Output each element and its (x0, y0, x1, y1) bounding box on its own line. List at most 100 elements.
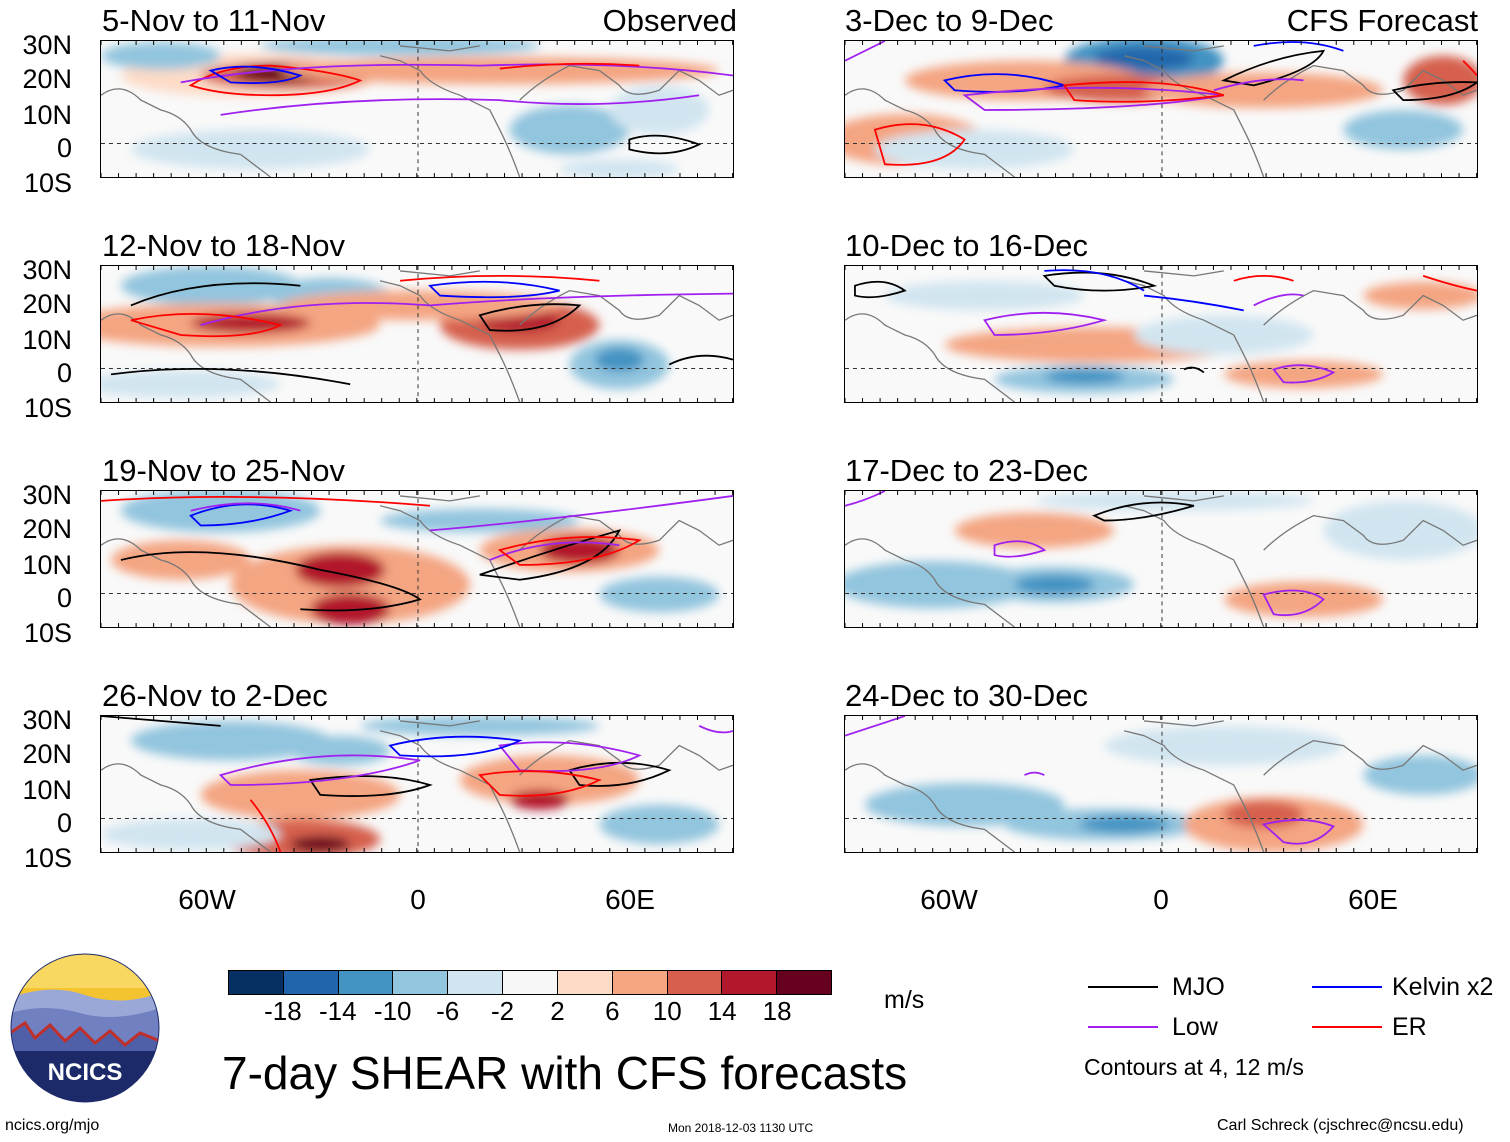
lat-label-row2-20n: 20N (22, 289, 72, 319)
lat-label-row4-0: 0 (56, 808, 72, 838)
panel-title-p1: 5-Nov to 11-Nov (102, 3, 326, 38)
shear-shading (200, 770, 401, 820)
anomaly-contour (130, 274, 600, 338)
shear-map-p2 (101, 266, 733, 402)
colorbar-tick-label: 10 (652, 996, 682, 1026)
colorbar-segment (503, 971, 558, 994)
shear-shading (101, 370, 281, 399)
main-title: 7-day SHEAR with CFS forecasts (222, 1047, 908, 1099)
legend-label-mjo: MJO (1172, 973, 1225, 1001)
panel-title-p2: 12-Nov to 18-Nov (102, 228, 345, 263)
colorbar-tick-label: 14 (707, 996, 737, 1026)
coastline (101, 495, 733, 627)
anomaly-contour (188, 64, 363, 97)
shear-shading (559, 159, 680, 177)
shear-shading (280, 56, 720, 85)
footer-credit: Carl Schreck (cjschrec@ncsu.edu) (1217, 1117, 1464, 1134)
lat-label-row3-20n: 20N (22, 514, 72, 544)
lat-label-row4-20n: 20N (22, 739, 72, 769)
shear-shading (295, 552, 386, 588)
anomaly-contour (101, 496, 642, 566)
legend-line-er (1312, 1026, 1382, 1028)
shear-shading (120, 491, 321, 533)
anomaly-contour (200, 292, 733, 326)
lat-label-row2-10n: 10N (22, 325, 72, 355)
footer-link[interactable]: ncics.org/mjo (5, 1117, 100, 1134)
panel-title-p6: 10-Dec to 16-Dec (845, 228, 1088, 263)
observed-label: Observed (602, 3, 737, 38)
footer-timestamp: Mon 2018-12-03 1130 UTC (668, 1121, 814, 1135)
colorbar-tick-label: -18 (264, 996, 302, 1026)
anomaly-contour (428, 280, 560, 299)
panel-title-p8: 24-Dec to 30-Dec (845, 678, 1088, 713)
shear-shading (1323, 500, 1477, 560)
lat-label-row2-0: 0 (56, 358, 72, 388)
shear-shading (1363, 281, 1477, 310)
coastline (101, 45, 733, 177)
colorbar-segment (777, 971, 831, 994)
shear-shading (609, 85, 710, 135)
map-panel-p3 (100, 490, 734, 628)
shear-map-p7 (845, 491, 1477, 627)
shear-shading (380, 508, 580, 533)
colorbar-segment (612, 971, 668, 994)
lat-label-row4-30n: 30N (22, 705, 72, 735)
shear-map-p6 (845, 266, 1477, 402)
colorbar-segment (557, 971, 613, 994)
colorbar-tick-label: -14 (319, 996, 357, 1026)
legend-label-kelvin: Kelvin x2 (1392, 973, 1494, 1001)
shear-shading (1343, 109, 1464, 150)
anomaly-contour (208, 65, 303, 84)
contour-note: Contours at 4, 12 m/s (1084, 1054, 1304, 1080)
ncics-logo: NCICS (10, 953, 160, 1103)
anomaly-contour (1092, 501, 1195, 522)
shear-shading (290, 735, 391, 766)
shear-shading (101, 818, 281, 851)
lon-label-0-right: 0 (1153, 884, 1169, 915)
lat-label-row1-10n: 10N (22, 100, 72, 130)
shear-shading (594, 347, 645, 372)
anomaly-contour (190, 495, 733, 561)
lat-label-row3-30n: 30N (22, 480, 72, 510)
shear-shading (874, 129, 1075, 170)
shear-shading (599, 576, 720, 613)
shear-map-p8 (845, 716, 1477, 852)
lat-label-row1-30n: 30N (22, 30, 72, 60)
anomaly-contour (845, 716, 1335, 845)
coastline (101, 720, 733, 852)
panel-title-p3: 19-Nov to 25-Nov (102, 453, 345, 488)
anomaly-contour (218, 725, 733, 786)
colorbar-tick-label: -2 (490, 996, 515, 1026)
colorbar (228, 970, 832, 995)
shear-shading (1079, 815, 1169, 834)
lat-label-row3-10s: 10S (23, 618, 72, 648)
anomaly-contour (388, 735, 523, 758)
colorbar-tick-label: 2 (550, 996, 565, 1026)
legend-line-low (1088, 1026, 1158, 1028)
shear-shading (954, 512, 1115, 549)
map-panel-p6 (844, 265, 1478, 403)
anomaly-contour (499, 62, 640, 70)
lon-label-60w-left: 60W (178, 884, 236, 915)
legend-label-low: Low (1172, 1013, 1218, 1041)
anomaly-contour (1044, 269, 1244, 312)
map-panel-p5 (844, 40, 1478, 178)
shear-shading (130, 720, 331, 761)
anomaly-contour (180, 63, 733, 116)
shear-shading (190, 313, 311, 334)
colorbar-tick-label: 6 (605, 996, 620, 1026)
shear-map-p1 (101, 41, 733, 177)
shear-shading (864, 783, 1065, 827)
coastline (845, 45, 1477, 177)
shear-shading (1363, 755, 1477, 795)
colorbar-units: m/s (884, 986, 925, 1014)
anomaly-contour (189, 503, 294, 527)
panel-title-p5: 3-Dec to 9-Dec (845, 3, 1054, 38)
shear-map-p4 (101, 716, 733, 852)
legend-line-kelvin (1312, 986, 1382, 988)
anomaly-contour (854, 271, 1205, 374)
shear-shading (884, 280, 1085, 311)
shear-shading (130, 129, 371, 170)
anomaly-contour (1233, 274, 1477, 292)
lat-label-row4-10s: 10S (23, 843, 72, 873)
